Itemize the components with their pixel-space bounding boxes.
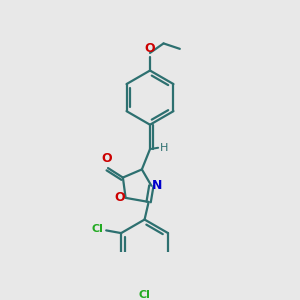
- Text: O: O: [101, 152, 112, 165]
- Text: H: H: [160, 143, 168, 153]
- Text: O: O: [114, 191, 125, 204]
- Text: O: O: [145, 42, 155, 55]
- Text: Cl: Cl: [92, 224, 104, 234]
- Text: Cl: Cl: [139, 290, 151, 300]
- Text: N: N: [152, 179, 163, 192]
